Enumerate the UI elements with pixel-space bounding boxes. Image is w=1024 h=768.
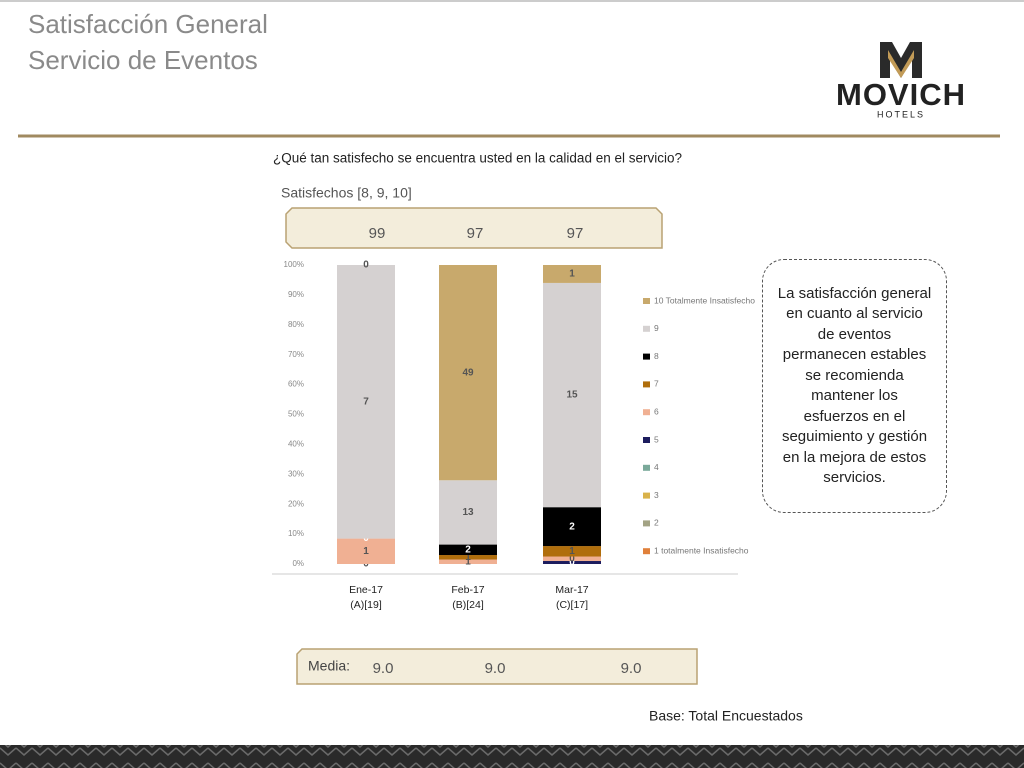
- y-tick-label: 20%: [288, 499, 304, 508]
- legend-label: 6: [654, 406, 659, 416]
- bar-segment: [439, 544, 497, 556]
- segment-count: 7: [363, 396, 369, 407]
- y-tick-label: 60%: [288, 380, 304, 389]
- y-tick-label: 70%: [288, 350, 304, 359]
- media-value: 9.0: [621, 660, 642, 677]
- satisfied-box: [285, 207, 663, 249]
- segment-count: 0: [363, 533, 369, 544]
- legend-swatch: [643, 381, 650, 388]
- satisfied-value: 97: [567, 225, 584, 242]
- legend-label: 8: [654, 351, 659, 361]
- bar-segment: [439, 265, 497, 481]
- segment-count: 13: [462, 507, 474, 518]
- x-tick-note: (B)[24]: [452, 599, 484, 611]
- segment-count: 0: [569, 557, 575, 568]
- x-tick-label: Ene-17: [349, 584, 383, 596]
- bar-segment: [337, 265, 395, 539]
- legend-swatch: [643, 409, 650, 416]
- segment-count: 0: [363, 559, 369, 570]
- y-tick-label: 100%: [284, 260, 304, 269]
- x-tick-note: (A)[19]: [350, 599, 382, 611]
- y-tick-label: 30%: [288, 469, 304, 478]
- bar-segment: [439, 555, 497, 560]
- legend-label: 10 Totalmente Insatisfecho: [654, 295, 755, 305]
- title: Servicio de Eventos: [28, 45, 258, 75]
- y-tick-label: 40%: [288, 440, 304, 449]
- bar-segment: [543, 556, 601, 562]
- segment-count: 1: [569, 546, 575, 557]
- satisfied-value: 97: [467, 225, 484, 242]
- segment-count: 0: [363, 260, 369, 271]
- segment-count: 1: [569, 269, 575, 280]
- logo-text: MOVICH: [836, 77, 966, 112]
- segment-count: 2: [465, 544, 471, 555]
- legend-swatch: [643, 437, 650, 443]
- bar-segment: [543, 546, 601, 557]
- segment-count: 1: [363, 546, 369, 557]
- media-label: Media:: [308, 658, 350, 674]
- legend-swatch: [643, 464, 650, 471]
- legend-swatch: [643, 520, 650, 527]
- legend-label: 4: [654, 462, 659, 472]
- legend-swatch: [643, 548, 650, 555]
- question: ¿Qué tan satisfecho se encuentra usted e…: [273, 151, 682, 166]
- segment-count: 1: [465, 552, 471, 563]
- legend-label: 9: [654, 323, 659, 333]
- bar-segment: [543, 265, 601, 283]
- media-box: [296, 648, 698, 685]
- legend-label: 2: [654, 518, 659, 528]
- legend-label: 3: [654, 490, 659, 500]
- legend-swatch: [643, 325, 650, 332]
- segment-count: 15: [566, 390, 578, 401]
- segment-count: 1: [465, 556, 471, 567]
- segment-count: 2: [569, 521, 575, 532]
- legend-swatch: [643, 492, 650, 499]
- bar-segment: [439, 559, 497, 564]
- media-value: 9.0: [373, 660, 394, 677]
- bar-segment: [337, 538, 395, 564]
- bar-segment: [543, 561, 601, 564]
- bar-segment: [439, 480, 497, 545]
- title: Satisfacción General: [28, 9, 268, 39]
- y-tick-label: 10%: [288, 529, 304, 538]
- legend-label: 5: [654, 434, 659, 444]
- segment-count: 0: [569, 553, 575, 564]
- y-tick-label: 0%: [292, 559, 304, 568]
- footer-band: [0, 745, 1024, 768]
- x-tick-note: (C)[17]: [556, 599, 588, 611]
- x-tick-label: Mar-17: [555, 584, 588, 596]
- bar-segment: [543, 507, 601, 547]
- satisfied-value: 99: [369, 225, 386, 242]
- note-box: La satisfacción general en cuanto al ser…: [762, 259, 947, 513]
- satisfied-label: Satisfechos [8, 9, 10]: [281, 185, 412, 201]
- y-tick-label: 80%: [288, 320, 304, 329]
- legend-label: 1 totalmente Insatisfecho: [654, 545, 749, 555]
- y-tick-label: 50%: [288, 410, 304, 419]
- y-tick-label: 90%: [288, 290, 304, 299]
- legend-label: 7: [654, 379, 659, 389]
- logo-sub: HOTELS: [877, 109, 925, 119]
- bar-segment: [543, 282, 601, 508]
- legend-swatch: [643, 298, 650, 304]
- logo-emblem: [880, 42, 922, 78]
- base-note: Base: Total Encuestados: [649, 708, 803, 724]
- segment-count: 49: [462, 367, 474, 378]
- legend-swatch: [643, 353, 650, 360]
- media-value: 9.0: [485, 660, 506, 677]
- x-tick-label: Feb-17: [451, 584, 484, 596]
